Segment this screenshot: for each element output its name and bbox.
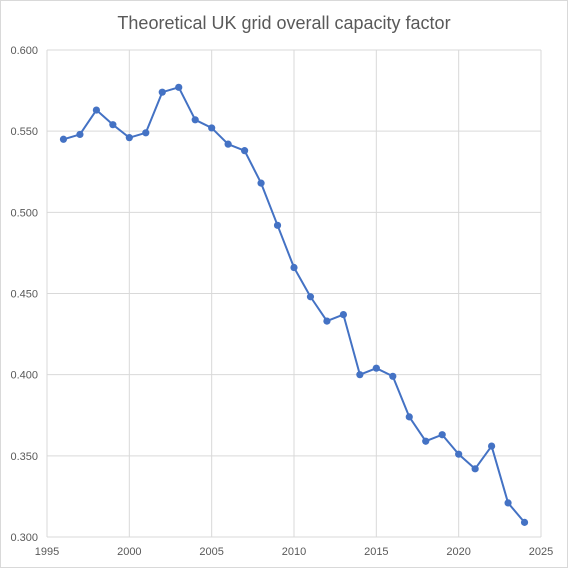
data-point <box>257 179 265 187</box>
x-tick-label: 2010 <box>282 546 306 558</box>
data-point <box>389 372 397 380</box>
data-point <box>438 431 446 439</box>
data-point <box>273 221 282 229</box>
data-point <box>142 129 150 137</box>
y-tick-label: 0.550 <box>10 126 38 138</box>
data-point <box>208 124 216 132</box>
y-tick-label: 0.500 <box>10 207 38 219</box>
data-point <box>405 413 413 421</box>
data-point <box>191 116 199 124</box>
data-point <box>455 450 463 458</box>
y-tick-label: 0.450 <box>10 289 38 301</box>
y-axis-ticks: 0.300 0.350 0.400 0.450 0.500 0.550 0.600 <box>10 45 38 544</box>
data-point <box>306 293 315 301</box>
x-tick-label: 2020 <box>446 546 470 558</box>
data-point <box>125 134 133 142</box>
data-point <box>109 121 117 129</box>
data-point <box>158 88 166 96</box>
data-point <box>59 135 68 143</box>
data-point <box>372 364 380 372</box>
data-point <box>504 499 512 507</box>
data-point <box>488 442 496 450</box>
data-points <box>59 83 529 526</box>
data-point <box>290 263 298 272</box>
data-point <box>422 437 430 445</box>
x-tick-label: 2015 <box>364 546 388 558</box>
y-tick-label: 0.400 <box>10 370 38 382</box>
data-point <box>175 83 183 91</box>
x-tick-label: 2000 <box>117 546 141 558</box>
data-point <box>520 518 529 526</box>
y-tick-label: 0.350 <box>10 451 38 463</box>
x-tick-label: 1995 <box>35 546 59 558</box>
y-tick-label: 0.600 <box>10 45 38 57</box>
data-point <box>241 147 249 155</box>
x-tick-label: 2025 <box>529 546 553 558</box>
data-point <box>471 465 479 473</box>
data-point <box>76 130 84 139</box>
chart-title: Theoretical UK grid overall capacity fac… <box>117 13 450 33</box>
x-axis-ticks: 1995 2000 2005 2010 2015 2020 2025 <box>35 546 553 558</box>
data-point <box>224 140 232 148</box>
data-point <box>92 106 100 114</box>
x-tick-label: 2005 <box>199 546 223 558</box>
data-point <box>339 311 347 319</box>
data-point <box>323 317 331 325</box>
data-point <box>356 371 364 379</box>
y-tick-label: 0.300 <box>10 532 38 544</box>
gridlines <box>46 49 542 538</box>
